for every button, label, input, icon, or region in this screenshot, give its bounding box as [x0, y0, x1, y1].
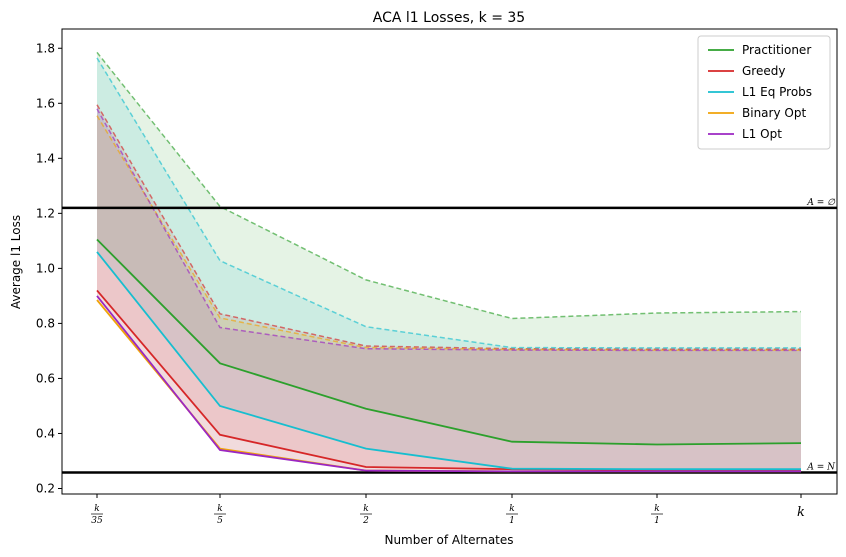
legend-label: L1 Eq Probs: [742, 85, 812, 99]
x-tick-text: k: [797, 505, 805, 520]
upper-line-l1-opt: [96, 108, 801, 352]
y-tick-label: 1.0: [36, 261, 55, 275]
upper-line-practitioner: [96, 51, 802, 320]
reference-label-1: A = N: [806, 463, 836, 473]
y-axis-title: Average l1 Loss: [9, 215, 23, 309]
plot-frame: [61, 28, 838, 495]
upper-line-greedy: [96, 104, 801, 351]
x-tick-label: k1: [506, 504, 518, 526]
upper-bound-lines: [96, 51, 802, 352]
x-tick-denominator: 1: [654, 516, 660, 526]
y-tick-label: 0.8: [36, 316, 55, 330]
chart-title: ACA l1 Losses, k = 35: [373, 10, 525, 26]
legend-label: L1 Opt: [742, 127, 782, 141]
x-tick-label: k: [797, 505, 805, 520]
legend-label: Practitioner: [742, 43, 811, 57]
legend-box: [697, 35, 831, 150]
mean-lines: [96, 238, 802, 473]
y-tick-label: 1.2: [36, 206, 55, 220]
x-tick-denominator: 2: [362, 516, 369, 526]
legend-item-l1-eq-probs: L1 Eq Probs: [708, 85, 812, 99]
x-tick-label: k 35: [91, 504, 103, 526]
mean-line-practitioner: [96, 238, 802, 446]
band-practitioner: [97, 52, 801, 445]
x-tick-label: k1: [651, 504, 663, 526]
band-l1-eq-probs: [97, 57, 801, 470]
x-tick-label: k2: [360, 504, 372, 526]
legend-item-greedy: Greedy: [708, 64, 785, 78]
y-tick-label: 0.4: [36, 426, 55, 440]
legend: Practitioner Greedy L1 Eq Probs Binary Opt L…: [697, 35, 831, 150]
legend-label: Greedy: [742, 64, 785, 78]
y-tick-label: 0.6: [36, 371, 55, 385]
band-greedy: [97, 104, 801, 470]
y-axis: 0.2 0.4 0.6 0.8 1.0 1.2 1.4 1.6 1.8: [36, 41, 62, 495]
x-tick-numerator: k: [217, 504, 222, 514]
x-tick-numerator: k: [94, 504, 99, 514]
mean-line-l1-eq-probs: [96, 251, 801, 471]
y-tick-label: 0.2: [36, 481, 55, 495]
x-tick-numerator: k: [509, 504, 514, 514]
legend-item-binary-opt: Binary Opt: [708, 106, 806, 120]
x-tick-numerator: k: [654, 504, 659, 514]
legend-item-practitioner: Practitioner: [708, 43, 811, 57]
y-tick-label: 1.4: [36, 151, 55, 165]
x-tick-numerator: k: [363, 504, 368, 514]
x-tick-denominator: 35: [91, 516, 103, 526]
mean-line-l1-opt: [96, 295, 801, 473]
x-tick-label: k5: [214, 504, 226, 526]
confidence-bands: [97, 52, 801, 472]
y-tick-label: 1.8: [36, 41, 55, 55]
legend-item-l1-opt: L1 Opt: [708, 127, 782, 141]
x-tick-denominator: 5: [217, 516, 223, 526]
reference-label-0: A = ∅: [806, 198, 836, 208]
band-l1-opt: [97, 108, 801, 472]
band-binary-opt: [97, 115, 801, 472]
legend-label: Binary Opt: [742, 106, 806, 120]
upper-line-l1-eq-probs: [96, 57, 801, 349]
x-tick-denominator: 1: [509, 516, 515, 526]
x-axis-title: Number of Alternates: [384, 533, 513, 547]
y-tick-label: 1.6: [36, 96, 55, 110]
reference-lines: A = ∅ A = N: [62, 198, 837, 474]
